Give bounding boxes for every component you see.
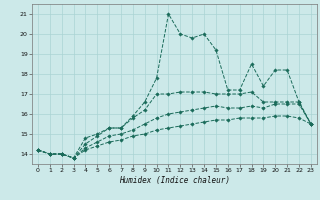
X-axis label: Humidex (Indice chaleur): Humidex (Indice chaleur) — [119, 176, 230, 185]
